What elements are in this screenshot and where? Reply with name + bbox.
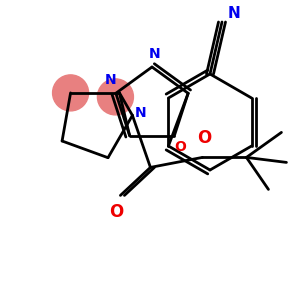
Text: N: N [228,7,240,22]
Text: N: N [105,73,117,87]
Text: O: O [109,203,124,221]
Text: N: N [134,106,146,120]
Text: O: O [174,140,186,154]
Circle shape [98,79,134,115]
Circle shape [52,75,88,111]
Text: O: O [197,129,212,147]
Text: N: N [149,47,161,61]
